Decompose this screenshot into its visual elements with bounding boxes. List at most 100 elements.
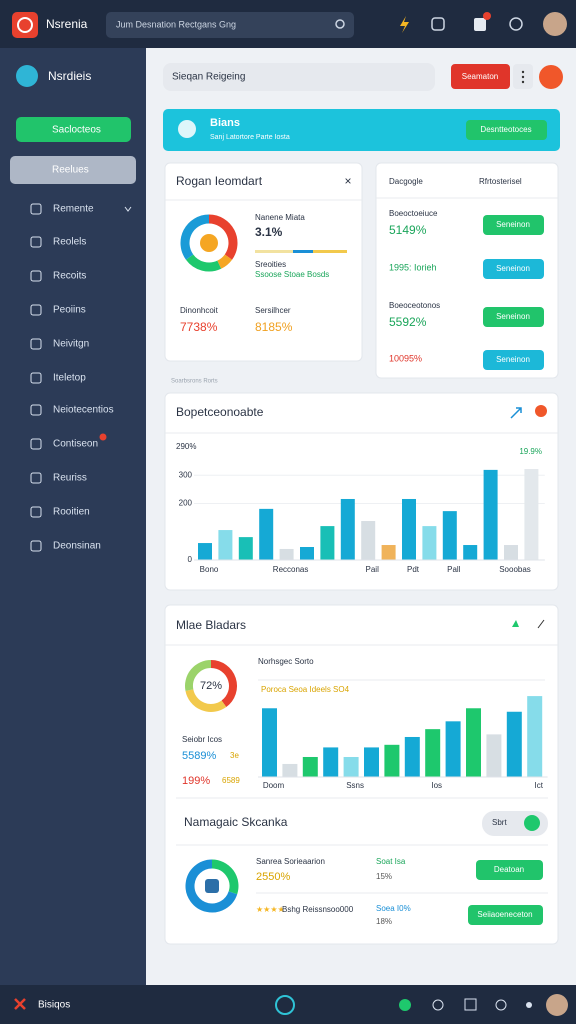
primary-button-label: Saclocteos [52,125,101,136]
bar [364,747,379,777]
close-button[interactable]: × [344,174,351,188]
search-icon [335,19,345,29]
banner-icon [178,120,196,138]
bottom-label: Bisiqos [38,1000,70,1011]
alert-button[interactable] [539,65,563,89]
row-value: 1995: Iorieh [389,262,437,272]
row-label: Boeoctoeiuce [389,209,438,218]
sidebar-item[interactable]: Reolels [53,237,86,248]
sidebar-item[interactable]: Contiseon [53,439,98,450]
nav-icon[interactable] [399,999,411,1011]
help-icon[interactable] [509,17,523,31]
row-button[interactable] [483,259,544,279]
toolbar-search[interactable] [163,63,435,91]
row-side-value: 15% [376,872,392,881]
section-title: Namagaic Skcanka [184,815,288,829]
toolbar-button-label: Seamaton [462,72,498,81]
toolbar-button[interactable] [451,64,510,89]
row-button[interactable] [468,905,543,925]
logo[interactable] [12,12,38,38]
trend-icon[interactable] [510,407,522,419]
sidebar-item[interactable]: Neiotecentios [53,405,114,416]
donut-caption: Norhsgec Sorto [258,657,314,666]
primary-button[interactable] [16,117,131,142]
item-icon [30,438,42,450]
row-button[interactable] [483,307,544,327]
bar [279,548,294,560]
donut-segment [185,859,238,913]
side-card-filter[interactable]: Rfrtosterisel [479,177,522,186]
row-button-label: Seneinon [496,312,530,321]
star-icon[interactable] [512,620,519,627]
row-side: Soea I0% [376,904,411,913]
axis-caption: 290% [176,442,196,451]
row-button[interactable] [483,215,544,235]
home-button[interactable] [275,995,295,1015]
progress-segment [293,250,313,253]
alert-icon[interactable] [535,405,547,417]
sidebar-item[interactable]: Recoits [53,271,86,282]
bar-chart: 0 200 300 Bono Recconas Pail Pdt Pall Sooobas [179,469,545,574]
bar [361,521,376,560]
rating-stars: ★★★★ [256,905,285,914]
row-button-label: Seneinon [496,264,530,273]
sidebar-item[interactable]: Reuriss [53,473,87,484]
row-button-label: Seiiaoeneceton [477,910,532,919]
toggle-label: Sbrt [492,818,507,827]
sidebar-item[interactable]: Remente [53,204,94,215]
bar [506,711,522,777]
nav-icon[interactable] [464,998,477,1011]
avatar[interactable] [543,12,567,36]
brand: Nsrenia [46,17,88,31]
sidebar-item[interactable]: Peoiins [53,305,86,316]
search-box[interactable] [106,12,354,38]
item-icon [30,338,42,350]
bar [442,511,457,560]
x-tick-label: Sooobas [499,565,531,574]
legend-title: Nanene Miata [255,213,305,222]
card-title: Rogan Ieomdart [176,174,263,188]
dot [521,80,525,84]
bar [527,696,543,777]
badge [99,433,107,441]
arrow-icon[interactable] [537,619,545,629]
x-tick-label: Recconas [273,565,309,574]
active-item[interactable] [10,156,136,184]
y-tick-label: 200 [179,499,193,508]
row-button-label: Seneinon [496,355,530,364]
item-icon [30,506,42,518]
side-card-title: Dacgogle [389,177,423,186]
item-icon [30,304,42,316]
bar [445,721,461,777]
x-tick-label: Pail [366,565,380,574]
sidebar-items: Remente Reolels Recoits Peoiins Neivitgn Itel… [30,203,114,552]
bar [340,498,355,560]
avatar[interactable] [546,994,568,1016]
row-title: Sanrea Sorieaarion [256,857,325,866]
nav-icon[interactable] [526,1002,532,1008]
bar [425,729,441,777]
sidebar-item[interactable]: Iteletop [53,373,86,384]
bar [483,469,498,560]
bottom-logo[interactable] [14,998,26,1010]
row-value: 2550% [256,871,290,883]
sidebar-item[interactable]: Deonsinan [53,541,101,552]
row-value: 5592% [389,315,427,329]
nav-icon[interactable] [495,999,507,1011]
banner-button-label: Desntteotoces [480,125,531,134]
sidebar-item[interactable]: Rooitien [53,507,90,518]
y-tick-label: 0 [188,555,193,564]
progress-segment [313,250,347,253]
donut-segment [210,660,237,708]
nav-icon[interactable] [432,999,444,1011]
bar [524,469,539,560]
row-button[interactable] [483,350,544,370]
bolt-icon[interactable] [400,16,409,33]
row-button[interactable] [476,860,543,880]
bag-icon[interactable] [474,18,486,31]
sidebar-item[interactable]: Neivitgn [53,339,89,350]
stat-value: 7738% [180,320,218,334]
stat-note: 6589 [222,776,240,785]
box-icon[interactable] [431,17,445,31]
banner-button[interactable] [466,120,547,140]
